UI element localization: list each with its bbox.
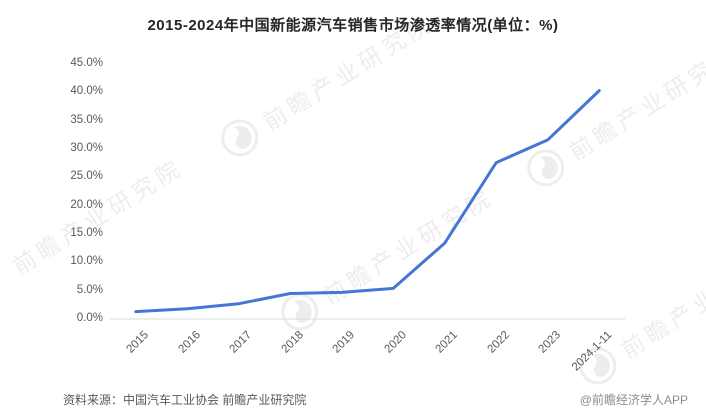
- source-note: 资料来源：中国汽车工业协会 前瞻产业研究院: [63, 393, 307, 407]
- chart-title: 2015-2024年中国新能源汽车销售市场渗透率情况(单位：%): [147, 17, 559, 34]
- y-tick-label: 30.0%: [70, 142, 103, 154]
- y-tick-label: 5.0%: [76, 283, 103, 296]
- y-tick-label: 25.0%: [70, 170, 103, 183]
- penetration-rate-line: [134, 89, 601, 314]
- y-tick-label: 40.0%: [70, 85, 103, 98]
- credit-note: @前瞻经济学人APP: [579, 393, 688, 407]
- y-tick-label: 35.0%: [70, 113, 103, 126]
- y-tick-label: 20.0%: [70, 198, 103, 211]
- y-tick-label: 0.0%: [76, 312, 103, 324]
- y-tick-label: 45.0%: [70, 57, 103, 69]
- y-tick-label: 10.0%: [70, 255, 103, 268]
- y-tick-label: 15.0%: [70, 227, 103, 239]
